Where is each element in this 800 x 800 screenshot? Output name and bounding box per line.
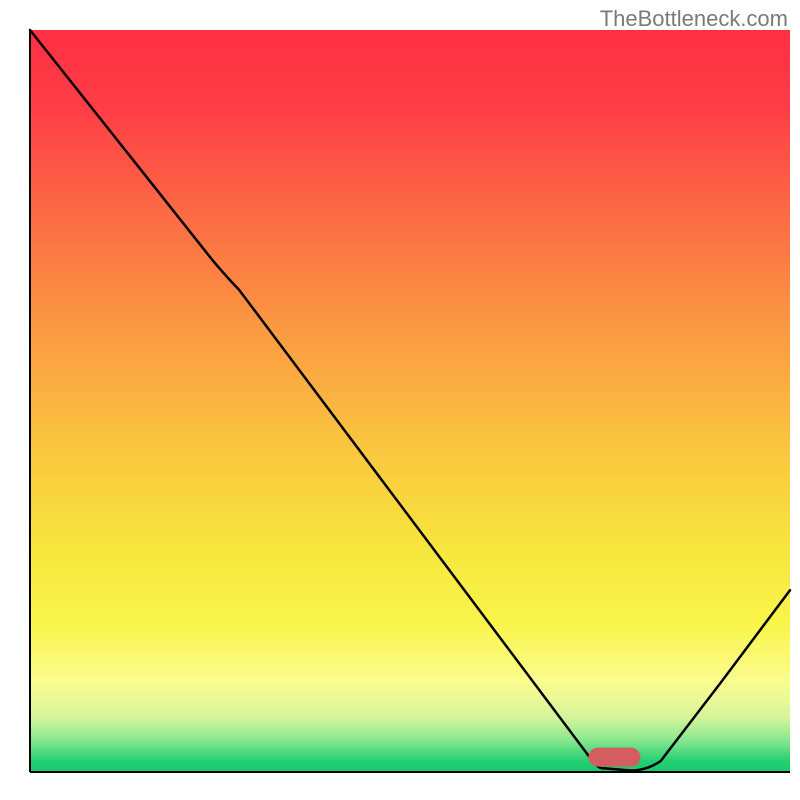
plot-background [30, 30, 790, 772]
bottleneck-chart: TheBottleneck.com [0, 0, 800, 800]
chart-svg [0, 0, 800, 800]
optimal-marker [588, 748, 640, 767]
watermark-text: TheBottleneck.com [600, 6, 788, 32]
